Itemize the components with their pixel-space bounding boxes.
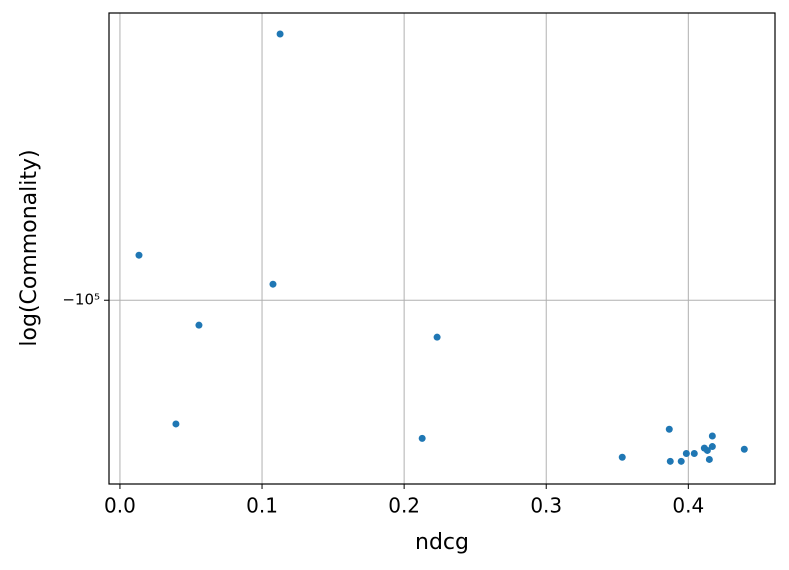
x-tick-label: 0.1 (246, 494, 278, 518)
point (703, 446, 711, 454)
plot-frame (108, 12, 776, 485)
x-axis-label: ndcg (415, 530, 469, 555)
point (740, 445, 748, 453)
y-tick-label: −10⁵ (62, 291, 100, 309)
x-tick-label: 0.2 (388, 494, 420, 518)
point (708, 432, 716, 440)
point (682, 449, 690, 457)
point (195, 321, 203, 329)
x-tick-label: 0.4 (672, 494, 704, 518)
point (708, 443, 716, 451)
point (666, 457, 674, 465)
point (705, 455, 713, 463)
x-tick-label: 0.0 (104, 494, 136, 518)
point (690, 449, 698, 457)
point (135, 251, 143, 259)
point (172, 420, 180, 428)
y-axis-label: log(Commonality) (17, 149, 42, 346)
point (269, 280, 277, 288)
point (665, 425, 673, 433)
point (276, 30, 284, 38)
point (677, 457, 685, 465)
point (433, 333, 441, 341)
point (418, 434, 426, 442)
x-tick-label: 0.3 (530, 494, 562, 518)
point (618, 453, 626, 461)
